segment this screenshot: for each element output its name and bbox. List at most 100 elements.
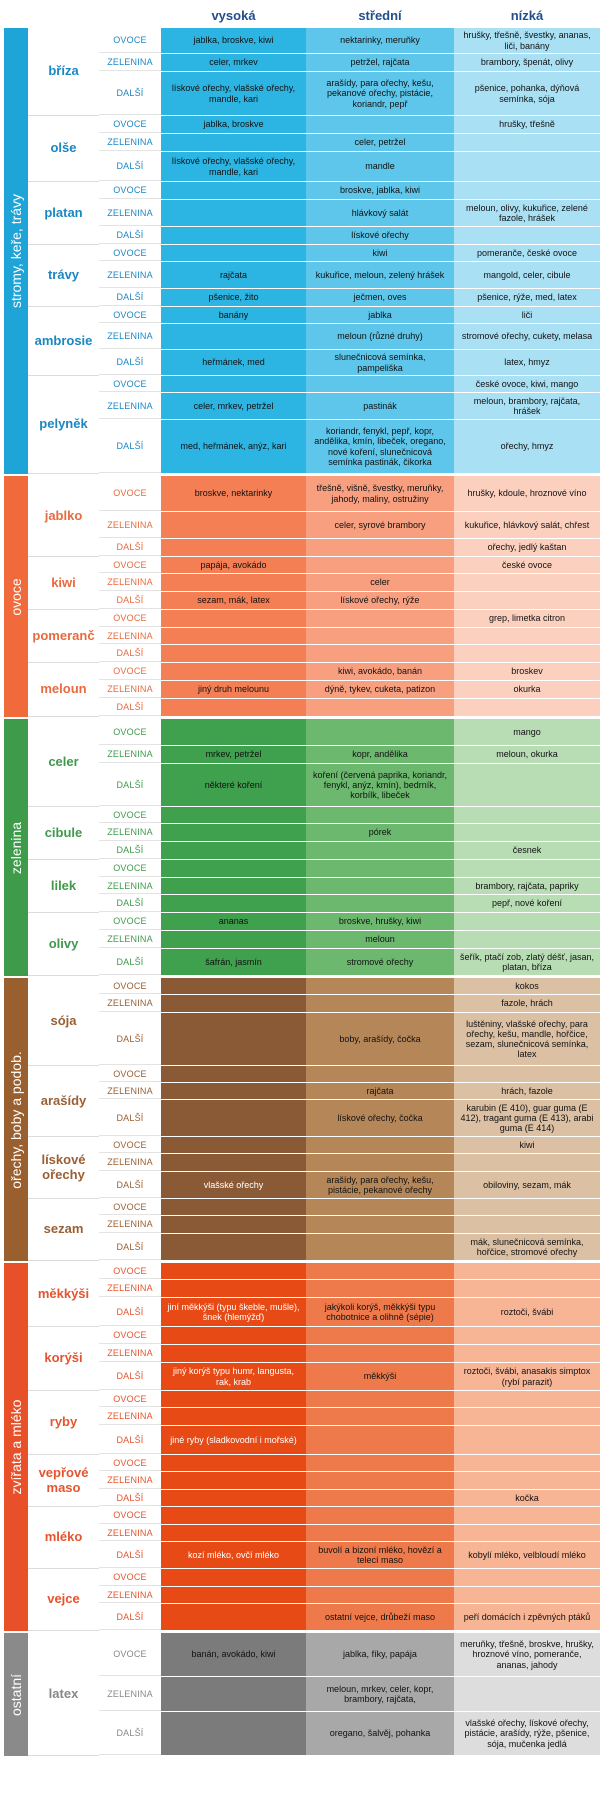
cell-high: sezam, mák, latex [161, 592, 306, 609]
allergen-name: olivy [28, 913, 99, 976]
table-row: ZELENINA [99, 628, 600, 645]
table-row: OVOCE [99, 807, 600, 824]
cell-high [161, 1569, 306, 1586]
cell-high: vlašské ořechy [161, 1172, 306, 1198]
table-row: DALŠÍ med, heřmánek, anýz, kari koriandr, … [99, 420, 600, 474]
cell-medium [306, 1569, 454, 1586]
cell-high: pšenice, žito [161, 289, 306, 306]
cell-high [161, 663, 306, 680]
cell-medium [306, 1455, 454, 1471]
cell-high: med, heřmánek, anýz, kari [161, 420, 306, 473]
cell-low: pepř, nové koření [454, 895, 600, 912]
cell-low [454, 1391, 600, 1407]
row-type-label: DALŠÍ [99, 1013, 161, 1065]
cell-high [161, 1525, 306, 1541]
cell-medium [306, 699, 454, 716]
cell-low [454, 1345, 600, 1362]
cell-medium: celer, petržel [306, 134, 454, 151]
table-row: OVOCE [99, 1199, 600, 1216]
table-row: ZELENINA jiný druh melounu dýně, tykev, cu… [99, 681, 600, 699]
table-row: OVOCE [99, 1455, 600, 1472]
cell-low [454, 764, 600, 806]
cell-medium: nektarinky, meruňky [306, 28, 454, 53]
row-type-label: OVOCE [99, 860, 161, 877]
row-type-label: OVOCE [99, 28, 161, 53]
cell-medium: ječmen, oves [306, 289, 454, 306]
cell-high [161, 1100, 306, 1136]
row-type-label: OVOCE [99, 1391, 161, 1407]
row-type-label: ZELENINA [99, 931, 161, 948]
table-row: ZELENINA celer, mrkev, petržel pastinák mel… [99, 393, 600, 420]
table-row: DALŠÍ lískové ořechy [99, 227, 600, 245]
cell-high [161, 1280, 306, 1297]
cell-low: hrušky, kdoule, hroznové víno [454, 476, 600, 511]
table-row: OVOCE broskve, jablka, kiwi [99, 182, 600, 200]
cell-high [161, 1199, 306, 1215]
cell-low: ořechy, jedlý kaštan [454, 539, 600, 556]
table-row: ZELENINA [99, 1345, 600, 1363]
cell-medium: broskve, hrušky, kiwi [306, 913, 454, 930]
row-type-label: DALŠÍ [99, 72, 161, 115]
row-type-label: OVOCE [99, 913, 161, 930]
cell-medium [306, 807, 454, 823]
cell-medium: ostatní vejce, drůbeží maso [306, 1604, 454, 1630]
row-type-label: ZELENINA [99, 1677, 161, 1711]
cell-low: meloun, olivy, kukuřice, zelené fazole, … [454, 200, 600, 226]
table-row: OVOCE [99, 1569, 600, 1587]
cell-low: české ovoce, kiwi, mango [454, 376, 600, 392]
group-band: zelenina [4, 719, 28, 976]
table-row: DALŠÍ kozí mléko, ovčí mléko buvolí a bizo… [99, 1542, 600, 1569]
cell-high [161, 1587, 306, 1603]
group-label: zvířata a mléko [8, 1399, 24, 1495]
cell-high: banán, avokádo, kiwi [161, 1633, 306, 1676]
row-type-label: ZELENINA [99, 574, 161, 591]
table-row: OVOCE broskve, nektarinky třešně, višně, š… [99, 476, 600, 512]
cell-low: broskev [454, 663, 600, 680]
cell-high [161, 1083, 306, 1099]
cell-high [161, 182, 306, 199]
row-type-label: OVOCE [99, 376, 161, 392]
cell-high [161, 574, 306, 591]
row-type-label: ZELENINA [99, 134, 161, 151]
cell-low: ořechy, hmyz [454, 420, 600, 473]
cell-high: lískové ořechy, vlašské ořechy, mandle, … [161, 152, 306, 181]
table-row: DALŠÍ některé koření koření (červená papri… [99, 764, 600, 807]
row-type-label: ZELENINA [99, 878, 161, 894]
cell-high: mrkev, petržel [161, 746, 306, 763]
row-type-label: DALŠÍ [99, 1490, 161, 1506]
row-type-label: DALŠÍ [99, 1298, 161, 1326]
cell-high [161, 1604, 306, 1630]
table-row: ZELENINA brambory, rajčata, papriky [99, 878, 600, 895]
cell-high [161, 1154, 306, 1171]
allergen-name: mléko [28, 1507, 99, 1569]
table-row: ZELENINA [99, 1408, 600, 1426]
cell-medium [306, 116, 454, 133]
row-type-label: OVOCE [99, 1066, 161, 1082]
cell-low [454, 807, 600, 823]
cell-low [454, 1587, 600, 1603]
row-type-label: ZELENINA [99, 512, 161, 538]
cell-low: hrách, fazole [454, 1083, 600, 1099]
table-row: OVOCE [99, 1507, 600, 1525]
cell-low [454, 1154, 600, 1171]
allergen-name: pelyněk [28, 376, 99, 474]
cell-medium: dýně, tykev, cuketa, patizon [306, 681, 454, 698]
cell-high [161, 1216, 306, 1233]
allergen-name: meloun [28, 663, 99, 717]
cell-low: brambory, špenát, olivy [454, 54, 600, 71]
table-row: DALŠÍ česnek [99, 842, 600, 860]
cell-low: roztoči, švábi, anasakis simptox (rybí p… [454, 1363, 600, 1390]
table-row: ZELENINA hlávkový salát meloun, olivy, kuk… [99, 200, 600, 227]
group-label: stromy, keře, trávy [8, 193, 24, 309]
row-type-label: OVOCE [99, 307, 161, 323]
table-row: DALŠÍ sezam, mák, latex lískové ořechy, rý… [99, 592, 600, 610]
cell-high [161, 895, 306, 912]
allergen-name: ryby [28, 1391, 99, 1455]
cell-high: rajčata [161, 262, 306, 288]
cell-high [161, 512, 306, 538]
cell-medium: hlávkový salát [306, 200, 454, 226]
row-type-label: OVOCE [99, 719, 161, 745]
cell-medium [306, 1472, 454, 1489]
row-type-label: OVOCE [99, 1633, 161, 1676]
row-type-label: OVOCE [99, 1569, 161, 1586]
